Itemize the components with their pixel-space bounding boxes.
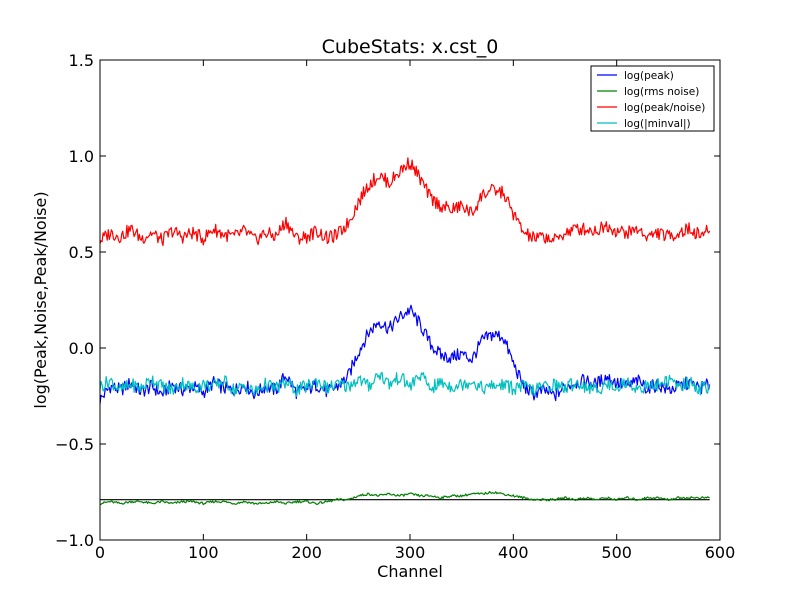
x-tick-label: 400 [498,543,529,562]
legend-box [590,65,715,132]
x-tick-label: 500 [601,543,632,562]
ticks-layer: 0 100 200 300 400 500 600 −1.0 −0.5 0.0 0.5 1.0 1.5 [55,51,735,562]
x-tick-label: 300 [395,543,426,562]
y-tick-label: −0.5 [55,435,94,454]
legend-label: log(peak) [624,70,674,82]
series-line-log-minval [99,371,711,397]
x-tick-label: 600 [705,543,736,562]
x-tick-label: 200 [291,543,322,562]
series-layer [99,157,711,506]
x-tick-label: 100 [188,543,219,562]
chart-title: CubeStats: x.cst_0 [322,36,499,58]
legend-label: log(|minval|) [624,118,691,130]
y-tick-label: 0.5 [69,243,94,262]
legend-label: log(rms noise) [624,86,699,98]
x-tick-label: 0 [95,543,105,562]
series-line-log-rms-noise [99,490,710,506]
legend: log(peak) log(rms noise) log(peak/noise) lo… [590,65,715,132]
y-tick-label: 1.0 [69,147,94,166]
y-tick-label: 0.0 [69,339,94,358]
plot-area [100,60,720,540]
y-tick-label: 1.5 [69,51,94,70]
y-tick-label: −1.0 [55,531,94,550]
axes-frame [99,59,721,541]
legend-label: log(peak/noise) [624,102,705,114]
x-axis-label: Channel [377,562,443,581]
y-axis-label: log(Peak,Noise,Peak/Noise) [31,191,50,408]
series-line-log-peak-noise [99,157,711,247]
